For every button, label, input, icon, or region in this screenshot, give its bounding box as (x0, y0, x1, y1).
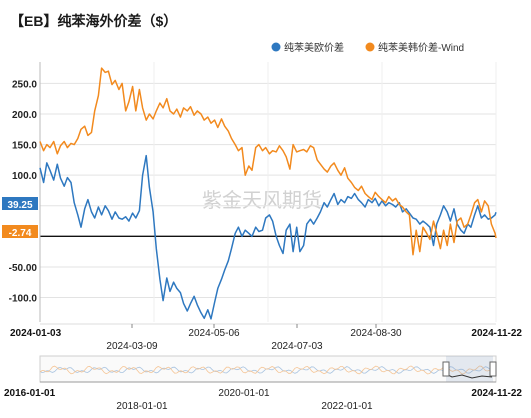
series-line-0 (39, 154, 497, 320)
navigator-label-lower-0: 2018-01-01 (116, 401, 168, 412)
y-tick-label-1: 200.0 (12, 110, 37, 121)
last-value-tag-1 (2, 225, 38, 238)
x-tick-label-1: 2024-05-06 (188, 328, 240, 339)
series-line-1 (39, 67, 497, 256)
watermark: 紫金天风期货 (202, 189, 322, 212)
navigator-label-end: 2024-11-22 (471, 388, 522, 399)
y-tick-label-6: -100.0 (9, 294, 38, 305)
y-tick-label-5: -50.00 (9, 263, 38, 274)
y-tick-label-0: 250.0 (12, 79, 37, 90)
series-layer (39, 67, 497, 320)
last-value-text-1: -2.74 (9, 228, 32, 239)
legend-label-1: 纯苯美韩价差-Wind (378, 41, 464, 54)
grid (39, 62, 497, 322)
navigator-handle-right[interactable] (489, 361, 497, 377)
legend-label-0: 纯苯美欧价差 (284, 41, 344, 54)
x-axis: 2024-01-03 2024-11-22 2024-03-09 2024-05-06… (10, 323, 522, 352)
x-tick-label-3: 2024-08-30 (350, 328, 402, 339)
navigator-series-1 (39, 365, 497, 375)
last-value-text-0: 39.25 (7, 200, 32, 211)
y-tick-label-3: 100.0 (12, 171, 37, 182)
x-tick-label-0: 2024-03-09 (106, 341, 158, 352)
x-end-label: 2024-11-22 (471, 328, 522, 339)
navigator-handle-left[interactable] (442, 361, 450, 377)
legend: 纯苯美欧价差 纯苯美韩价差-Wind (271, 41, 464, 54)
last-value-tags: 39.25 -2.74 (2, 197, 38, 239)
x-tick-label-2: 2024-07-03 (271, 341, 323, 352)
y-tick-label-2: 150.0 (12, 141, 37, 152)
navigator-label-start: 2016-01-01 (4, 388, 56, 399)
navigator-selected-line (445, 373, 493, 379)
chart-title: 【EB】纯苯海外价差（$） (10, 13, 177, 29)
navigator-label-lower-1: 2022-01-01 (321, 401, 373, 412)
navigator-label-upper-0: 2020-01-01 (218, 388, 270, 399)
x-start-label: 2024-01-03 (10, 328, 62, 339)
range-navigator[interactable]: 2016-01-01 2024-11-22 2020-01-01 2018-01-01… (4, 355, 522, 412)
navigator-selection (446, 356, 493, 382)
legend-marker-1 (365, 42, 375, 52)
legend-marker-0 (271, 42, 281, 52)
last-value-tag-0 (2, 197, 38, 210)
